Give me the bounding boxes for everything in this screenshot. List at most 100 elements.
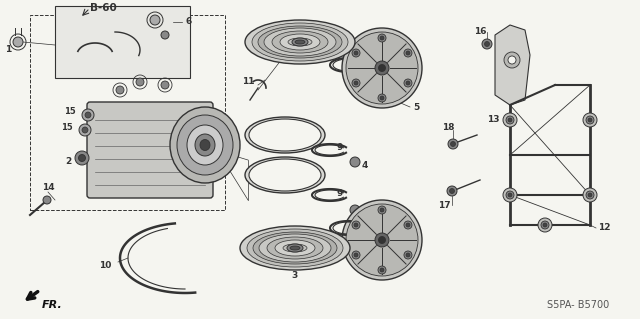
Ellipse shape — [292, 38, 308, 46]
Circle shape — [538, 218, 552, 232]
Circle shape — [404, 79, 412, 87]
Text: 4: 4 — [385, 254, 391, 263]
Text: 8: 8 — [255, 128, 261, 137]
Ellipse shape — [287, 244, 303, 252]
Circle shape — [406, 81, 410, 85]
Ellipse shape — [200, 139, 210, 151]
Ellipse shape — [252, 23, 348, 61]
Circle shape — [503, 113, 517, 127]
Ellipse shape — [177, 115, 233, 175]
Circle shape — [447, 186, 457, 196]
Circle shape — [506, 191, 514, 199]
Circle shape — [588, 118, 592, 122]
Circle shape — [380, 268, 384, 272]
Circle shape — [543, 223, 547, 227]
Text: 3: 3 — [292, 271, 298, 279]
Text: 2: 2 — [65, 158, 71, 167]
Ellipse shape — [295, 40, 305, 44]
Ellipse shape — [267, 237, 323, 259]
Text: FR.: FR. — [42, 300, 62, 310]
Text: 1: 1 — [5, 46, 11, 55]
Text: 4: 4 — [362, 160, 368, 169]
Polygon shape — [495, 25, 530, 105]
Circle shape — [352, 221, 360, 229]
Ellipse shape — [264, 28, 336, 56]
Text: 12: 12 — [598, 224, 611, 233]
Ellipse shape — [245, 157, 325, 193]
Circle shape — [406, 223, 410, 227]
Circle shape — [350, 205, 360, 215]
Text: 7: 7 — [355, 63, 361, 72]
Ellipse shape — [247, 229, 343, 267]
Circle shape — [376, 76, 381, 80]
Ellipse shape — [195, 134, 215, 156]
Text: 17: 17 — [438, 201, 451, 210]
Ellipse shape — [240, 226, 350, 270]
Text: 5: 5 — [413, 103, 419, 113]
Ellipse shape — [187, 125, 223, 165]
Circle shape — [482, 39, 492, 49]
Bar — [55, 6, 190, 78]
Circle shape — [583, 113, 597, 127]
Circle shape — [404, 251, 412, 259]
Circle shape — [508, 56, 516, 64]
Circle shape — [82, 109, 94, 121]
Circle shape — [588, 193, 592, 197]
Text: 13: 13 — [487, 115, 499, 124]
Circle shape — [378, 34, 386, 42]
Circle shape — [13, 37, 23, 47]
Circle shape — [150, 15, 160, 25]
Circle shape — [375, 233, 389, 247]
Ellipse shape — [275, 240, 315, 256]
Text: 8: 8 — [255, 167, 261, 176]
Circle shape — [161, 81, 169, 89]
Circle shape — [43, 196, 51, 204]
Circle shape — [378, 94, 386, 102]
Ellipse shape — [280, 34, 320, 50]
Circle shape — [116, 86, 124, 94]
Circle shape — [85, 112, 91, 118]
Circle shape — [380, 96, 384, 100]
Circle shape — [79, 154, 86, 161]
Text: 15: 15 — [64, 108, 76, 116]
Circle shape — [136, 78, 144, 86]
Circle shape — [75, 151, 89, 165]
Circle shape — [354, 51, 358, 55]
Ellipse shape — [283, 244, 307, 252]
Bar — [30, 15, 225, 210]
Circle shape — [378, 236, 385, 243]
Ellipse shape — [290, 246, 300, 250]
Circle shape — [503, 188, 517, 202]
Ellipse shape — [249, 119, 321, 151]
Circle shape — [346, 32, 418, 104]
Circle shape — [352, 251, 360, 259]
Circle shape — [346, 204, 418, 276]
Circle shape — [504, 52, 520, 68]
Circle shape — [373, 250, 383, 260]
Text: B-60: B-60 — [90, 3, 116, 13]
Circle shape — [378, 206, 386, 214]
Ellipse shape — [288, 38, 312, 46]
Circle shape — [508, 118, 512, 122]
Circle shape — [404, 49, 412, 57]
Circle shape — [484, 41, 490, 47]
Text: 10: 10 — [99, 261, 111, 270]
Circle shape — [586, 116, 594, 124]
Circle shape — [373, 73, 383, 83]
Text: 11: 11 — [242, 78, 254, 86]
Text: 18: 18 — [442, 123, 454, 132]
Ellipse shape — [258, 26, 342, 58]
FancyBboxPatch shape — [87, 102, 213, 198]
Text: S5PA- B5700: S5PA- B5700 — [547, 300, 609, 310]
Circle shape — [161, 31, 169, 39]
Circle shape — [354, 223, 358, 227]
Circle shape — [375, 61, 389, 75]
Text: 6: 6 — [185, 18, 191, 26]
Circle shape — [378, 64, 385, 71]
Circle shape — [352, 49, 360, 57]
Circle shape — [82, 127, 88, 133]
Ellipse shape — [272, 31, 328, 53]
Text: 16: 16 — [474, 27, 486, 36]
Circle shape — [342, 200, 422, 280]
Ellipse shape — [170, 107, 240, 183]
